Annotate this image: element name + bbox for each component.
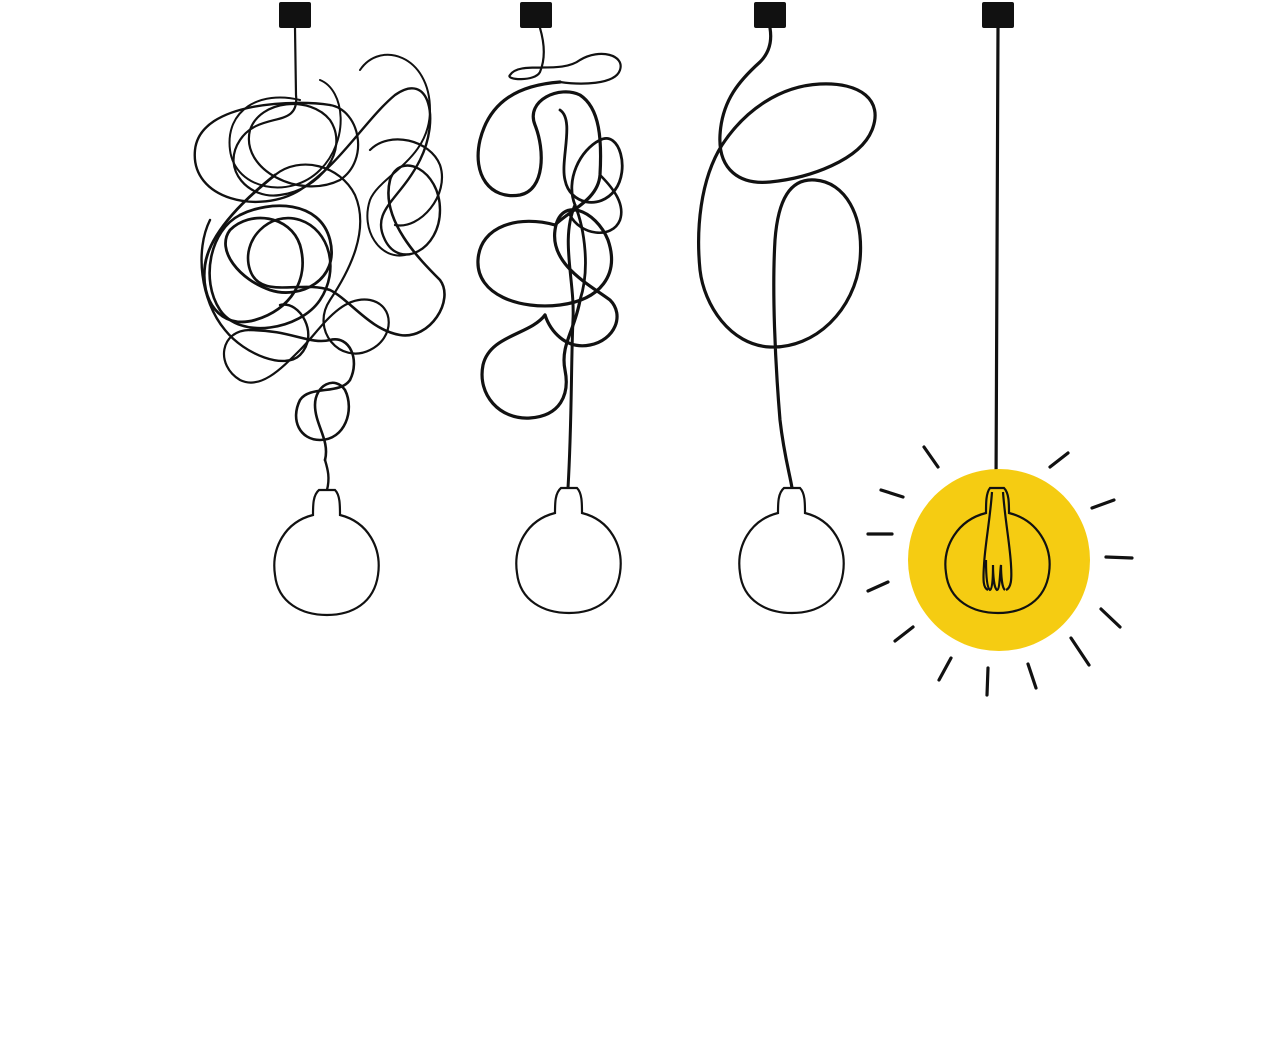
- lamp-2: [476, 2, 624, 615]
- lightbulb-off-3: [738, 486, 845, 615]
- ceiling-mount-2: [520, 2, 552, 28]
- looped-cord-3: [697, 26, 877, 490]
- light-rays: [866, 445, 1134, 697]
- lamp-3: [697, 2, 877, 615]
- tangled-cord-1: [193, 26, 446, 492]
- light-glow: [908, 469, 1090, 651]
- ceiling-mount-1: [279, 2, 311, 28]
- filament: [982, 491, 1013, 592]
- tangled-cord-2: [476, 26, 624, 490]
- lamp-1: [193, 2, 446, 617]
- straight-cord-4: [994, 26, 1000, 490]
- ceiling-mount-4: [982, 2, 1014, 28]
- lightbulb-on-4: [944, 486, 1051, 615]
- lightbulb-off-2: [515, 486, 622, 615]
- ceiling-mount-3: [754, 2, 786, 28]
- lightbulb-off-1: [273, 488, 380, 617]
- lamp-4: [866, 2, 1134, 697]
